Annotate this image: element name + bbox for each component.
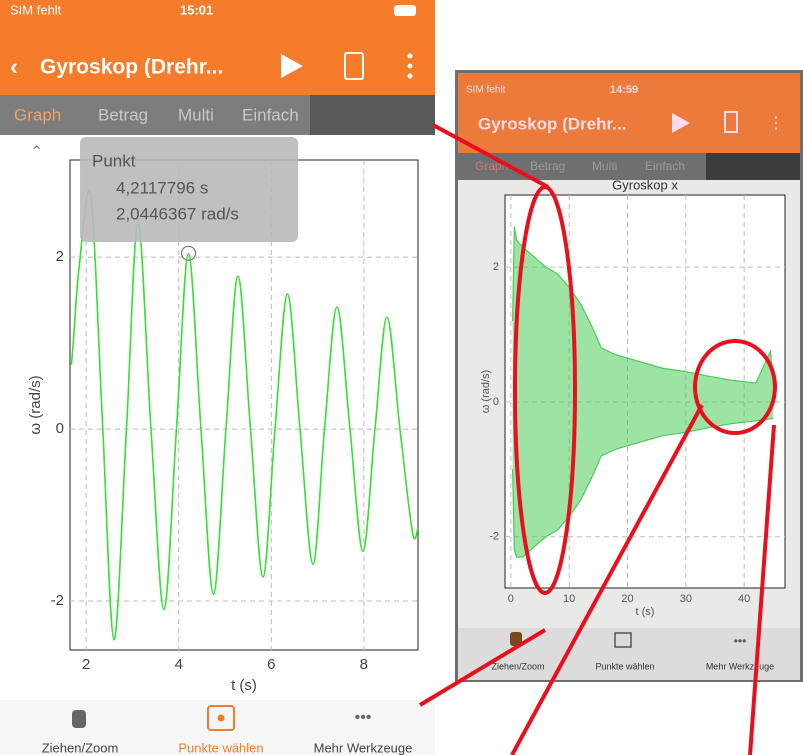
tab[interactable]: Graph	[14, 105, 61, 124]
back[interactable]: ‹	[10, 53, 18, 80]
y-axis-label: ω (rad/s)	[480, 370, 492, 413]
tooltip-x: 4,2117796 s	[116, 178, 208, 197]
x-tick-label: 30	[680, 593, 692, 605]
more-icon: •••	[734, 634, 747, 648]
tab[interactable]: Betrag	[98, 105, 148, 124]
x-tick-label: 8	[360, 656, 368, 673]
x-axis-label: t (s)	[636, 606, 655, 618]
x-tick-label: 40	[738, 593, 750, 605]
tooltip-y: 2,0446367 rad/s	[116, 204, 239, 223]
time: 15:01	[180, 2, 213, 17]
y-tick-label: 0	[493, 396, 499, 408]
tool-label: Mehr Werkzeuge	[314, 740, 413, 755]
tab[interactable]: Einfach	[242, 105, 299, 124]
menu-dot	[408, 74, 413, 79]
y-tick-label: 2	[56, 248, 64, 265]
carrier: SIM fehlt	[466, 85, 506, 96]
tool-label: Punkte wählen	[178, 740, 263, 755]
menu-icon: ⋮	[768, 115, 784, 132]
y-axis-label: ω (rad/s)	[27, 375, 44, 434]
collapse[interactable]: ⌃	[30, 144, 43, 161]
tab[interactable]: Einfach	[645, 159, 685, 173]
y-tick-label: 2	[493, 261, 499, 273]
menu-dot	[408, 64, 413, 69]
carrier: SIM fehlt	[10, 2, 62, 17]
tools: Ziehen/Zoom Punkte wählen Mehr Werkzeuge	[42, 740, 413, 755]
tools: Ziehen/Zoom Punkte wählen Mehr Werkzeuge	[491, 661, 774, 671]
y-tick-label: -2	[51, 592, 64, 609]
nav-title: Gyroskop (Drehr...	[40, 56, 223, 79]
nav-title: Gyroskop (Drehr...	[478, 114, 626, 133]
menu-dot[interactable]	[408, 54, 413, 59]
x-axis-label: t (s)	[231, 677, 257, 694]
toolbar	[458, 628, 800, 680]
tool-label: Ziehen/Zoom	[42, 740, 119, 755]
time: 14:59	[610, 84, 638, 96]
x-tick-label: 2	[82, 656, 90, 673]
tab[interactable]: Betrag	[530, 159, 565, 173]
x-tick-label: 6	[267, 656, 275, 673]
more-icon[interactable]: •••	[355, 709, 372, 726]
tool-label: Ziehen/Zoom	[491, 661, 544, 671]
tab[interactable]: Multi	[592, 159, 617, 173]
tooltip-title: Punkt	[92, 151, 136, 170]
header	[0, 0, 435, 95]
x-tick-label: 4	[175, 656, 183, 673]
chart-title: Gyroskop x	[612, 177, 678, 192]
tab[interactable]: Multi	[178, 105, 214, 124]
select-dot	[218, 715, 225, 722]
x-tick-label: 0	[508, 593, 514, 605]
x-tick-label: 10	[563, 593, 575, 605]
y-tick-label: -2	[489, 531, 499, 543]
tool-label: Punkte wählen	[595, 661, 654, 671]
chart: 2 4 6 8 -2 0 2 t (s) ω (rad/s) Punkt 4,2117796 s 2,…	[27, 137, 418, 694]
y-tick-label: 0	[56, 420, 64, 437]
tool-label: Mehr Werkzeuge	[706, 661, 774, 671]
hand-icon[interactable]	[72, 710, 86, 728]
page: SIM fehlt 15:01 ‹ Gyroskop (Drehr... Gra…	[0, 0, 803, 755]
x-tick-label: 20	[621, 593, 633, 605]
battery	[394, 5, 416, 16]
